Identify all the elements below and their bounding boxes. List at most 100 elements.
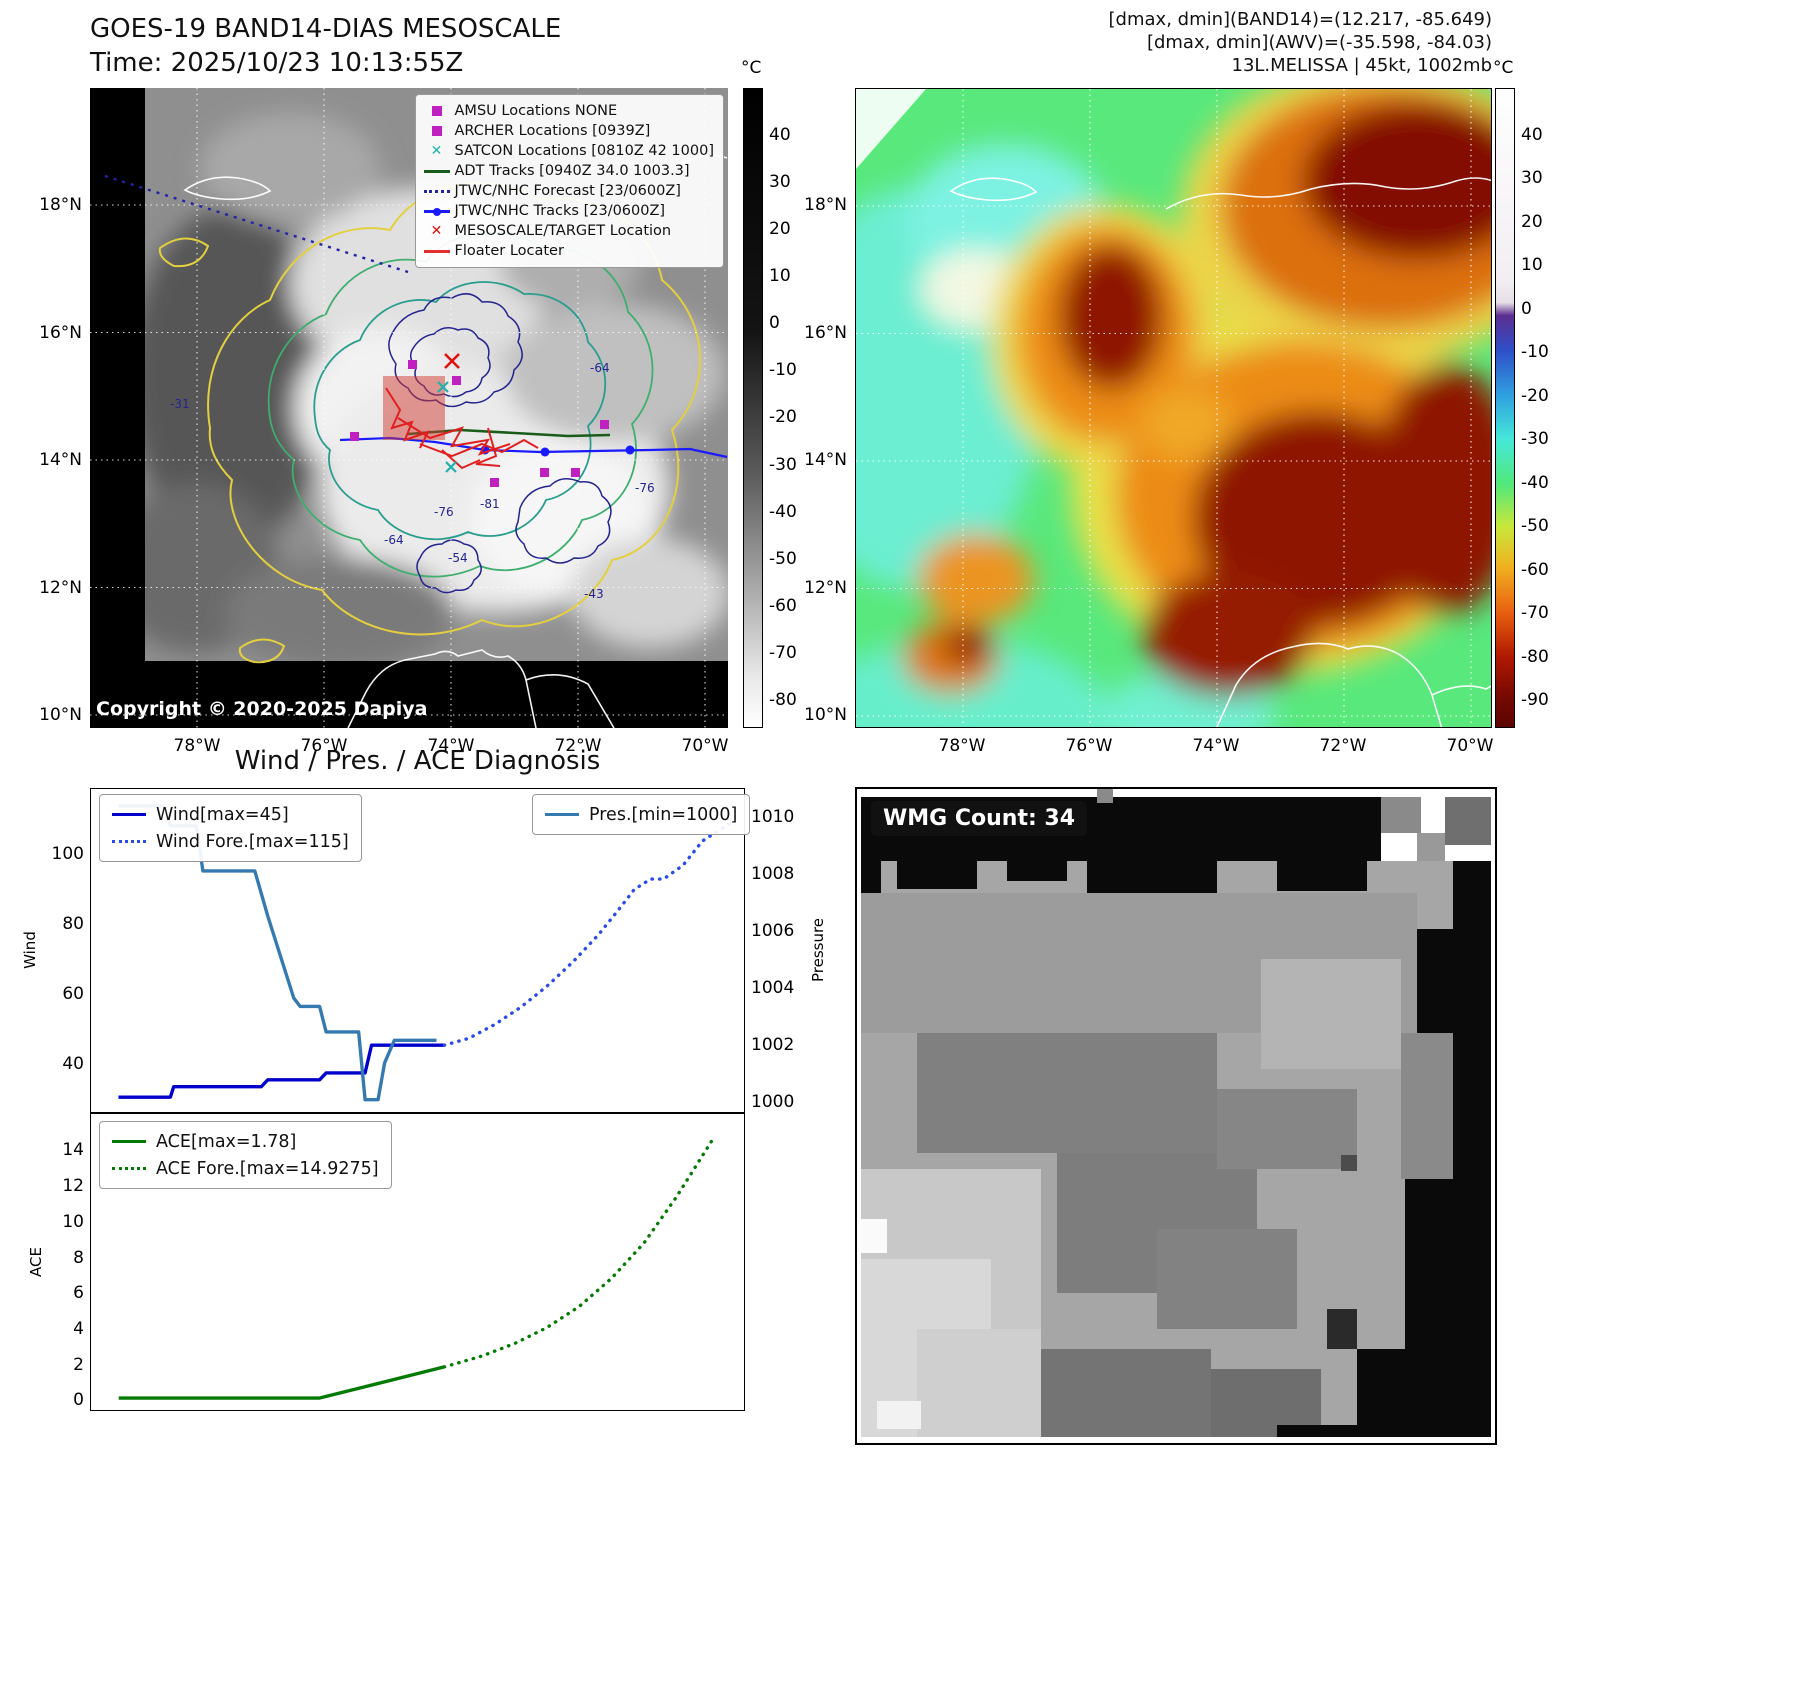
- series-ace-fore-max-14-9275-: [442, 1138, 714, 1369]
- band14-title: GOES-19 BAND14-DIAS MESOSCALE: [90, 14, 562, 44]
- lon-tick: 74°W: [427, 736, 475, 756]
- pressure-ytick: 1000: [751, 1091, 795, 1112]
- archer-markers: [350, 360, 609, 487]
- lat-tick: 10°N: [39, 705, 82, 725]
- colorbar-tick: -90: [1521, 689, 1549, 710]
- colorbar-tick: 0: [769, 313, 780, 334]
- contour-labels: -31 -64 -76 -81 -76 -54 -64 -43: [170, 361, 655, 601]
- sector-edge: [856, 89, 926, 169]
- lon-tick: 78°W: [938, 736, 986, 756]
- contour-label: -54: [448, 551, 468, 565]
- colorbar-tick: -50: [1521, 516, 1549, 537]
- colorbar-tick: -40: [769, 501, 797, 522]
- colorbar-tick: -30: [769, 454, 797, 475]
- pressure-ytick: 1008: [751, 863, 795, 884]
- legend-item: AMSU Locations NONE: [419, 101, 714, 121]
- wind-forecast-marker: [112, 840, 146, 843]
- diagnosis-title: Wind / Pres. / ACE Diagnosis: [234, 746, 601, 776]
- wind-axis-label: Wind: [21, 931, 39, 969]
- colorbar-tick: 20: [1521, 211, 1543, 232]
- contour-label: -76: [635, 481, 655, 495]
- lat-tick: 16°N: [804, 322, 847, 343]
- legend-label: Floater Locater: [454, 243, 564, 259]
- pressure-ytick: 1010: [751, 806, 795, 827]
- ir-contours: [158, 182, 701, 664]
- pressure-legend: Pres.[min=1000]: [532, 794, 751, 835]
- mesoscale-sector: [383, 376, 445, 440]
- jtwc-track-point: [625, 445, 635, 455]
- wind-ytick: 60: [62, 984, 84, 1005]
- legend-label: JTWC/NHC Forecast [23/0600Z]: [454, 183, 681, 199]
- ace-ytick: 4: [73, 1318, 84, 1339]
- legend-item: ARCHER Locations [0939Z]: [419, 121, 714, 141]
- ace-ytick: 14: [62, 1140, 84, 1161]
- band14-title-block: GOES-19 BAND14-DIAS MESOSCALE Time: 2025…: [90, 12, 561, 80]
- legend-marker-square-icon: [419, 126, 455, 136]
- map-gridlines: [90, 88, 728, 728]
- ace-ytick: 10: [62, 1211, 84, 1232]
- contour-label: -64: [590, 361, 610, 375]
- colorbar-tick: 40: [769, 125, 791, 145]
- legend-label: MESOSCALE/TARGET Location: [454, 223, 672, 239]
- wind-legend: Wind[max=45] Wind Fore.[max=115]: [99, 794, 362, 862]
- wind-forecast-label: Wind Fore.[max=115]: [156, 831, 349, 852]
- legend-marker-square-icon: [419, 106, 455, 116]
- wind-series-label: Wind[max=45]: [156, 804, 289, 825]
- colorbar-tick: 40: [1521, 125, 1543, 145]
- colorbar-tick: -70: [1521, 603, 1549, 624]
- colorbar-tick: -10: [769, 360, 797, 381]
- lon-tick: 76°W: [1065, 736, 1113, 756]
- contour-label: -64: [384, 533, 404, 547]
- band14-colorbar-unit: °C: [741, 58, 762, 78]
- band14-map: -31 -64 -76 -81 -76 -54 -64 -43: [90, 88, 728, 728]
- legend-label: ADT Tracks [0940Z 34.0 1003.3]: [454, 163, 690, 179]
- awv-colorbar-unit: °C: [1493, 58, 1514, 78]
- colorbar-tick: 30: [1521, 168, 1543, 189]
- band14-map-legend: AMSU Locations NONE ARCHER Locations [093…: [414, 94, 724, 268]
- lat-tick: 12°N: [804, 577, 847, 598]
- awv-header-storm: 13L.MELISSA | 45kt, 1002mb: [1231, 55, 1493, 76]
- wmg-count-badge: WMG Count: 34: [871, 801, 1088, 836]
- legend-marker-dotted-icon: [419, 189, 455, 193]
- wmg-image: [857, 789, 1495, 1443]
- wind-series-marker: [112, 813, 146, 816]
- lat-tick: 12°N: [39, 577, 82, 598]
- ace-forecast-label: ACE Fore.[max=14.9275]: [156, 1158, 379, 1179]
- contour-label: -31: [170, 397, 190, 411]
- ace-ytick: 8: [73, 1247, 84, 1268]
- ace-ytick: 0: [73, 1390, 84, 1411]
- colorbar-tick: -60: [1521, 559, 1549, 580]
- awv-colorbar: [1495, 88, 1515, 728]
- ace-series-label: ACE[max=1.78]: [156, 1131, 297, 1152]
- lon-tick: 74°W: [1192, 736, 1240, 756]
- ace-ytick: 12: [62, 1176, 84, 1197]
- ace-ytick: 2: [73, 1354, 84, 1375]
- legend-marker-line-icon: [419, 249, 455, 253]
- lat-tick: 18°N: [39, 195, 82, 215]
- ace-legend: ACE[max=1.78] ACE Fore.[max=14.9275]: [99, 1121, 392, 1189]
- colorbar-tick: -60: [769, 595, 797, 616]
- series-ace-max-1-78-: [118, 1365, 445, 1400]
- band14-colorbar: [743, 88, 763, 728]
- contour-label: -76: [434, 505, 454, 519]
- colorbar-tick: -20: [769, 407, 797, 428]
- awv-map: [855, 88, 1492, 728]
- legend-item: JTWC/NHC Forecast [23/0600Z]: [419, 181, 714, 201]
- ace-forecast-marker: [112, 1167, 146, 1170]
- lon-tick: 76°W: [300, 736, 348, 756]
- pressure-axis-label: Pressure: [809, 917, 827, 983]
- legend-label: SATCON Locations [0810Z 42 1000]: [454, 143, 714, 159]
- colorbar-tick: -20: [1521, 385, 1549, 406]
- colorbar-tick: 30: [769, 172, 791, 193]
- legend-item: ✕ SATCON Locations [0810Z 42 1000]: [419, 141, 714, 161]
- floater-track: [385, 387, 539, 470]
- pressure-series-label: Pres.[min=1000]: [589, 804, 738, 825]
- legend-item: Floater Locater: [419, 241, 714, 261]
- awv-header-band14: [dmax, dmin](BAND14)=(12.217, -85.649): [1108, 9, 1492, 30]
- colorbar-tick: -80: [1521, 646, 1549, 667]
- series-wind-max-45-: [118, 1043, 445, 1099]
- lat-tick: 16°N: [39, 322, 82, 343]
- colorbar-tick: 0: [1521, 298, 1532, 319]
- band14-copyright: Copyright © 2020-2025 Dapiya: [96, 698, 428, 720]
- legend-marker-x-icon: ✕: [430, 223, 443, 239]
